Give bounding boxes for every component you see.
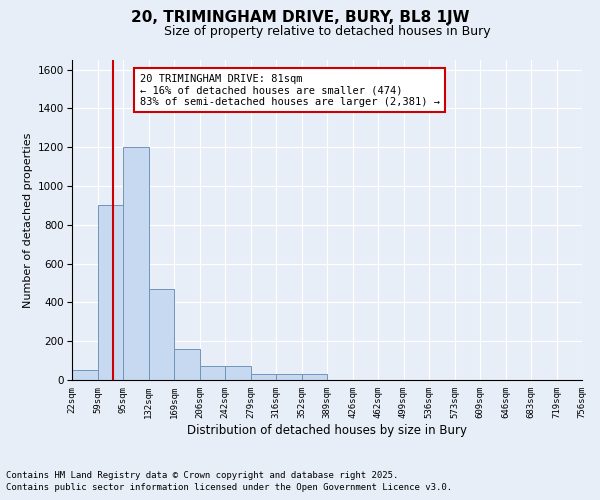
Bar <box>276 374 302 380</box>
Bar <box>200 366 225 380</box>
Y-axis label: Number of detached properties: Number of detached properties <box>23 132 32 308</box>
Text: Contains HM Land Registry data © Crown copyright and database right 2025.
Contai: Contains HM Land Registry data © Crown c… <box>6 471 452 492</box>
Bar <box>149 289 174 380</box>
Bar <box>72 370 97 380</box>
Text: 20 TRIMINGHAM DRIVE: 81sqm
← 16% of detached houses are smaller (474)
83% of sem: 20 TRIMINGHAM DRIVE: 81sqm ← 16% of deta… <box>140 74 440 107</box>
Title: Size of property relative to detached houses in Bury: Size of property relative to detached ho… <box>164 25 490 38</box>
Bar <box>123 148 149 380</box>
Bar <box>97 206 123 380</box>
Bar <box>302 374 327 380</box>
Bar <box>251 374 276 380</box>
Bar <box>225 366 251 380</box>
Bar <box>174 349 199 380</box>
X-axis label: Distribution of detached houses by size in Bury: Distribution of detached houses by size … <box>187 424 467 437</box>
Text: 20, TRIMINGHAM DRIVE, BURY, BL8 1JW: 20, TRIMINGHAM DRIVE, BURY, BL8 1JW <box>131 10 469 25</box>
